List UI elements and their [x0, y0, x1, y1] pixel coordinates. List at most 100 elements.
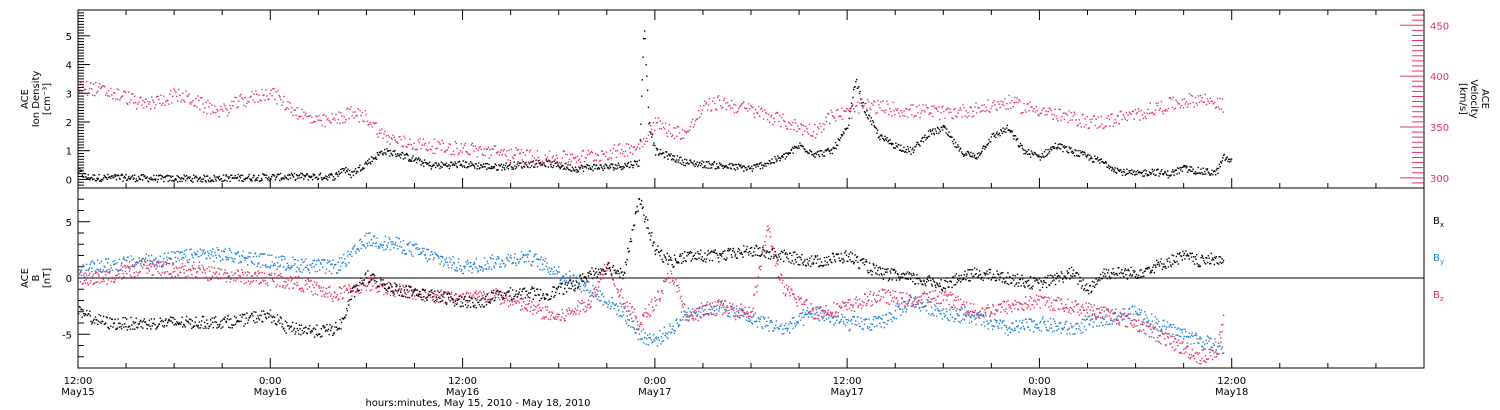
by-point — [1197, 342, 1199, 344]
by-point — [536, 265, 539, 267]
bz-point — [336, 294, 338, 296]
density-point — [361, 168, 363, 171]
by-point — [832, 316, 835, 319]
density-point — [869, 120, 872, 122]
velocity-point — [690, 121, 693, 123]
by-point — [1114, 312, 1116, 314]
bz-point — [206, 267, 208, 270]
by-point — [929, 301, 931, 303]
bz-point — [166, 262, 168, 264]
velocity-point — [763, 118, 765, 120]
velocity-point — [661, 122, 664, 125]
velocity-point — [371, 126, 373, 128]
by-point — [1093, 321, 1095, 323]
bz-point — [240, 281, 242, 283]
bz-point — [343, 291, 346, 293]
velocity-point — [152, 99, 154, 101]
density-point — [505, 162, 507, 164]
velocity-point — [380, 132, 382, 134]
velocity-point — [1106, 117, 1108, 119]
velocity-tick-label: 450 — [1430, 21, 1449, 32]
velocity-point — [448, 143, 450, 145]
density-point — [894, 147, 896, 149]
bz-point — [227, 276, 230, 278]
velocity-point — [193, 105, 195, 107]
by-point — [267, 254, 269, 256]
by-point — [546, 262, 548, 264]
velocity-point — [647, 134, 650, 136]
density-point — [1190, 166, 1193, 168]
velocity-point — [893, 110, 895, 112]
by-point — [166, 256, 168, 258]
velocity-point — [944, 117, 946, 119]
by-point — [496, 258, 498, 260]
density-point — [769, 160, 771, 162]
density-point — [729, 162, 731, 165]
density-point — [630, 164, 633, 166]
velocity-point — [745, 108, 747, 110]
by-point — [395, 236, 398, 239]
velocity-point — [80, 82, 82, 84]
by-point — [359, 238, 362, 240]
bz-point — [382, 285, 384, 287]
by-point — [716, 299, 719, 302]
velocity-point — [174, 89, 176, 92]
density-point — [941, 126, 943, 128]
density-point — [1097, 160, 1100, 162]
velocity-point — [572, 157, 574, 159]
density-point — [765, 165, 767, 167]
velocity-point — [253, 93, 255, 95]
density-point — [594, 167, 596, 170]
velocity-point — [1000, 100, 1002, 102]
density-point — [1201, 173, 1204, 175]
density-point — [504, 164, 507, 167]
velocity-point — [215, 111, 217, 114]
velocity-point — [239, 95, 241, 97]
density-point — [804, 151, 807, 153]
by-point — [547, 268, 549, 271]
velocity-point — [241, 97, 243, 99]
density-point — [132, 178, 135, 180]
density-point — [197, 179, 199, 181]
bz-point — [137, 272, 140, 274]
by-point — [582, 284, 585, 286]
density-point — [1226, 156, 1228, 158]
density-point — [954, 142, 957, 144]
velocity-point — [326, 119, 328, 121]
density-point — [167, 180, 169, 183]
bz-point — [431, 299, 434, 301]
density-point — [133, 177, 135, 179]
bz-point — [131, 264, 134, 266]
density-point — [208, 180, 210, 183]
bz-point — [149, 263, 151, 265]
by-point — [936, 315, 938, 317]
density-point — [303, 175, 306, 177]
density-point — [1077, 149, 1079, 152]
velocity-point — [1214, 107, 1217, 109]
by-point — [1027, 326, 1030, 328]
by-point — [1144, 311, 1146, 313]
by-point — [1027, 326, 1029, 328]
bz-point — [389, 282, 391, 284]
bfield-tick-label: 0 — [66, 274, 72, 285]
velocity-point — [366, 120, 368, 123]
velocity-point — [1169, 97, 1171, 99]
by-point — [933, 315, 935, 317]
density-point — [1116, 167, 1119, 170]
by-point — [605, 302, 607, 305]
by-point — [1019, 328, 1022, 330]
density-point — [635, 161, 637, 163]
velocity-point — [782, 113, 784, 115]
bz-point — [281, 276, 283, 278]
density-point — [1075, 149, 1077, 152]
density-point — [571, 170, 573, 172]
velocity-point — [265, 89, 267, 91]
by-point — [890, 318, 892, 320]
density-point — [390, 152, 392, 155]
velocity-point — [673, 127, 675, 129]
density-point — [611, 163, 613, 165]
by-point — [820, 312, 822, 314]
density-point — [345, 166, 347, 169]
density-point — [1001, 132, 1003, 134]
velocity-point — [1077, 124, 1079, 126]
